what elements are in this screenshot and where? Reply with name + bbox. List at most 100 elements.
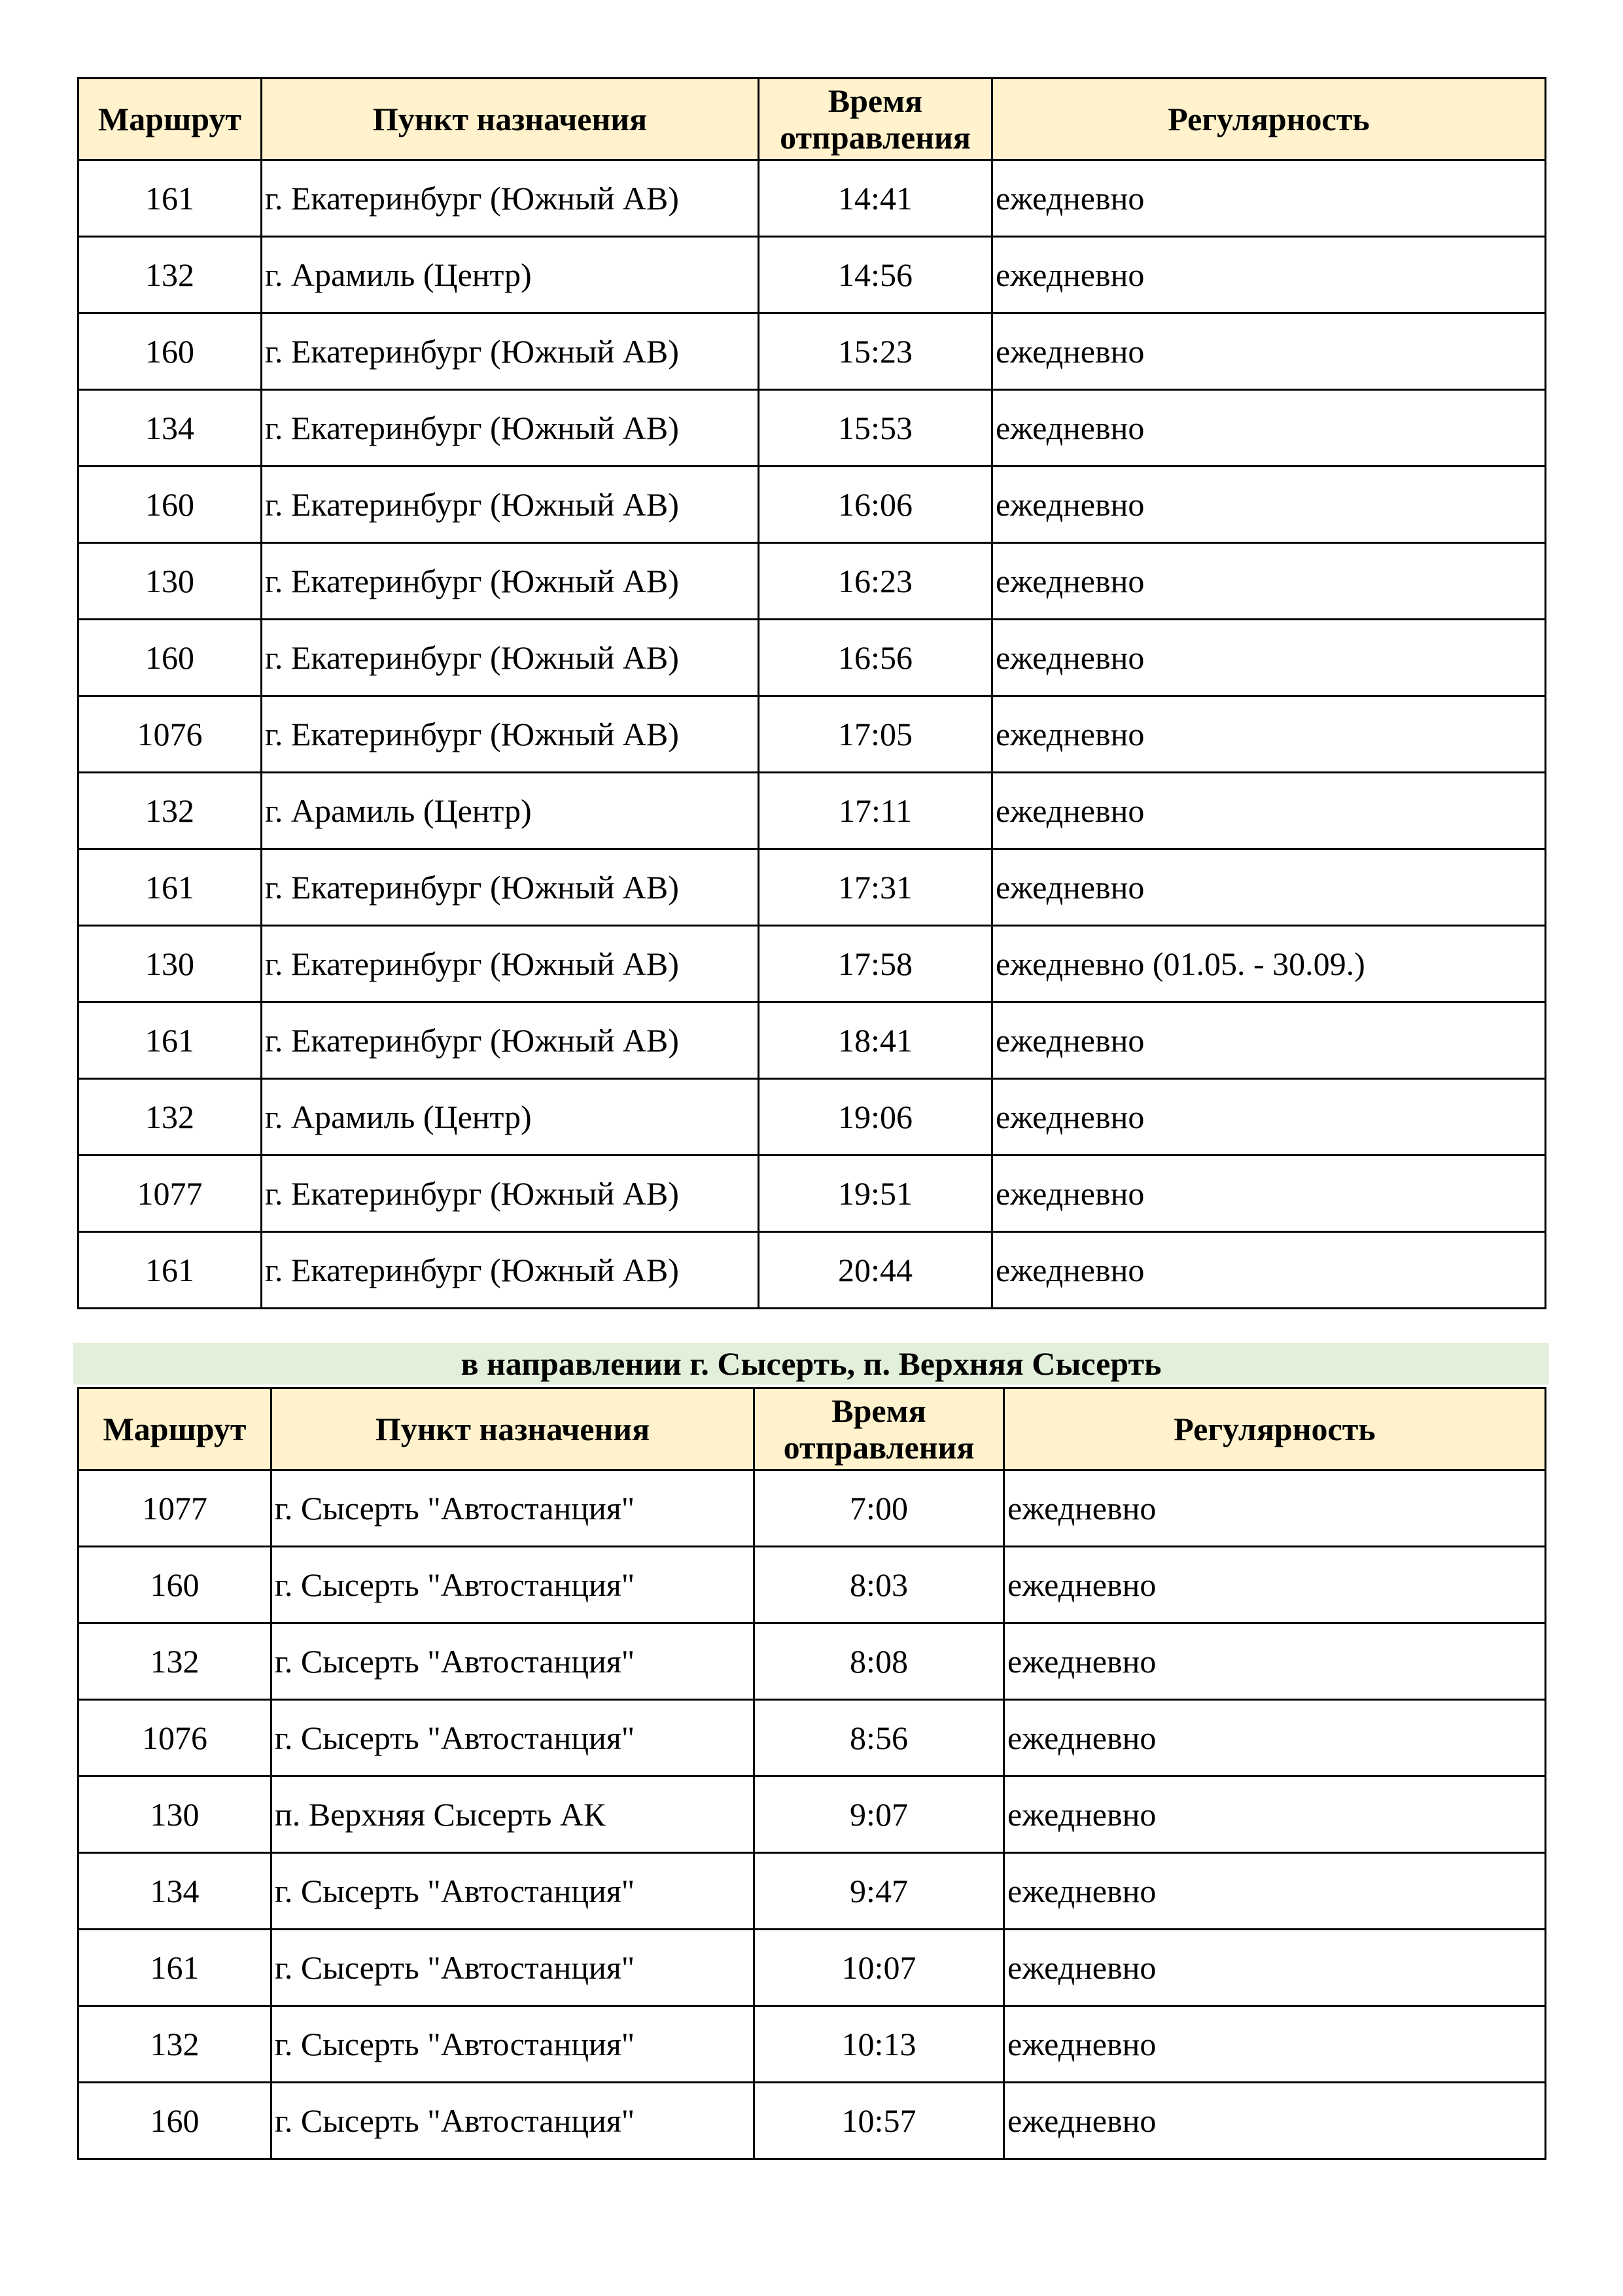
regularity-cell: ежедневно: [1003, 2005, 1546, 2083]
regularity-cell: ежедневно: [991, 465, 1546, 544]
route-cell: 1077: [77, 1154, 262, 1233]
time-cell: 16:23: [758, 542, 993, 620]
route-cell: 1076: [77, 1699, 272, 1777]
regularity-cell: ежедневно: [991, 159, 1546, 238]
route-cell: 132: [77, 2005, 272, 2083]
route-cell: 161: [77, 848, 262, 927]
header-row: Маршрут Пункт назначения Время отправлени…: [77, 77, 1546, 161]
route-cell: 1076: [77, 695, 262, 773]
time-cell: 14:41: [758, 159, 993, 238]
schedule-table-1: Маршрут Пункт назначения Время отправлени…: [77, 77, 1546, 1309]
regularity-cell: ежедневно: [991, 618, 1546, 697]
route-cell: 132: [77, 1622, 272, 1701]
route-cell: 161: [77, 1001, 262, 1080]
table-row: 1077 г. Сысерть "Автостанция" 7:00 ежедневн…: [77, 1469, 1546, 1547]
table-row: 160 г. Екатеринбург (Южный АВ) 15:23 ежедне…: [77, 312, 1546, 391]
destination-cell: г. Арамиль (Центр): [260, 1078, 759, 1156]
regularity-cell: ежедневно: [991, 1001, 1546, 1080]
time-cell: 20:44: [758, 1231, 993, 1309]
route-cell: 134: [77, 389, 262, 467]
regularity-cell: ежедневно: [991, 771, 1546, 850]
route-cell: 160: [77, 618, 262, 697]
route-cell: 160: [77, 2081, 272, 2160]
time-cell: 15:53: [758, 389, 993, 467]
route-cell: 160: [77, 465, 262, 544]
table-row: 1077 г. Екатеринбург (Южный АВ) 19:51 ежедн…: [77, 1154, 1546, 1233]
header-time: Время отправления: [758, 77, 993, 161]
time-cell: 16:56: [758, 618, 993, 697]
route-cell: 134: [77, 1852, 272, 1930]
destination-cell: г. Сысерть "Автостанция": [270, 1622, 755, 1701]
table-row: 134 г. Сысерть "Автостанция" 9:47 ежедневно: [77, 1852, 1546, 1930]
regularity-cell: ежедневно: [991, 848, 1546, 927]
time-cell: 17:31: [758, 848, 993, 927]
time-cell: 19:06: [758, 1078, 993, 1156]
table-row: 161 г. Сысерть "Автостанция" 10:07 ежедневн…: [77, 1928, 1546, 2007]
table-row: 132 г. Сысерть "Автостанция" 10:13 ежедневн…: [77, 2005, 1546, 2083]
destination-cell: г. Сысерть "Автостанция": [270, 2081, 755, 2160]
destination-cell: г. Екатеринбург (Южный АВ): [260, 1001, 759, 1080]
regularity-cell: ежедневно: [1003, 2081, 1546, 2160]
regularity-cell: ежедневно: [991, 1231, 1546, 1309]
table-row: 160 г. Екатеринбург (Южный АВ) 16:56 ежедне…: [77, 618, 1546, 697]
time-cell: 17:05: [758, 695, 993, 773]
regularity-cell: ежедневно: [1003, 1928, 1546, 2007]
table-row: 160 г. Екатеринбург (Южный АВ) 16:06 ежедне…: [77, 465, 1546, 544]
route-cell: 160: [77, 312, 262, 391]
destination-cell: г. Екатеринбург (Южный АВ): [260, 925, 759, 1003]
regularity-cell: ежедневно: [991, 695, 1546, 773]
table-row: 130 г. Екатеринбург (Южный АВ) 16:23 ежедне…: [77, 542, 1546, 620]
header-regularity: Регулярность: [1003, 1387, 1546, 1471]
header-regularity: Регулярность: [991, 77, 1546, 161]
route-cell: 161: [77, 1928, 272, 2007]
regularity-cell: ежедневно: [991, 1078, 1546, 1156]
destination-cell: г. Сысерть "Автостанция": [270, 2005, 755, 2083]
regularity-cell: ежедневно: [1003, 1545, 1546, 1624]
route-cell: 130: [77, 925, 262, 1003]
destination-cell: г. Екатеринбург (Южный АВ): [260, 848, 759, 927]
route-cell: 132: [77, 1078, 262, 1156]
route-cell: 132: [77, 236, 262, 314]
time-cell: 19:51: [758, 1154, 993, 1233]
time-cell: 9:47: [753, 1852, 1005, 1930]
time-cell: 10:07: [753, 1928, 1005, 2007]
table-row: 161 г. Екатеринбург (Южный АВ) 20:44 ежедне…: [77, 1231, 1546, 1309]
regularity-cell: ежедневно: [1003, 1469, 1546, 1547]
destination-cell: г. Сысерть "Автостанция": [270, 1852, 755, 1930]
header-time: Время отправления: [753, 1387, 1005, 1471]
schedule-table-2: Маршрут Пункт назначения Время отправлени…: [77, 1387, 1546, 2160]
header-route: Маршрут: [77, 1387, 272, 1471]
table-row: 132 г. Арамиль (Центр) 17:11 ежедневно: [77, 771, 1546, 850]
time-cell: 8:03: [753, 1545, 1005, 1624]
header-time-line1: Время: [831, 1392, 926, 1429]
header-row: Маршрут Пункт назначения Время отправлени…: [77, 1387, 1546, 1471]
destination-cell: г. Арамиль (Центр): [260, 771, 759, 850]
destination-cell: г. Сысерть "Автостанция": [270, 1545, 755, 1624]
time-cell: 9:07: [753, 1775, 1005, 1854]
destination-cell: г. Екатеринбург (Южный АВ): [260, 695, 759, 773]
table-row: 1076 г. Сысерть "Автостанция" 8:56 ежедневн…: [77, 1699, 1546, 1777]
route-cell: 1077: [77, 1469, 272, 1547]
regularity-cell: ежедневно: [1003, 1852, 1546, 1930]
destination-cell: г. Екатеринбург (Южный АВ): [260, 542, 759, 620]
table-row: 160 г. Сысерть "Автостанция" 10:57 ежедневн…: [77, 2081, 1546, 2160]
regularity-cell: ежедневно: [991, 312, 1546, 391]
table-row: 132 г. Сысерть "Автостанция" 8:08 ежедневно: [77, 1622, 1546, 1701]
table-row: 130 г. Екатеринбург (Южный АВ) 17:58 ежедне…: [77, 925, 1546, 1003]
destination-cell: п. Верхняя Сысерть АК: [270, 1775, 755, 1854]
table-row: 161 г. Екатеринбург (Южный АВ) 17:31 ежедне…: [77, 848, 1546, 927]
header-time-line2: отправления: [783, 1429, 975, 1466]
route-cell: 132: [77, 771, 262, 850]
table-row: 161 г. Екатеринбург (Южный АВ) 18:41 ежедне…: [77, 1001, 1546, 1080]
destination-cell: г. Сысерть "Автостанция": [270, 1928, 755, 2007]
route-cell: 161: [77, 159, 262, 238]
time-cell: 7:00: [753, 1469, 1005, 1547]
regularity-cell: ежедневно: [1003, 1775, 1546, 1854]
route-cell: 160: [77, 1545, 272, 1624]
regularity-cell: ежедневно: [991, 542, 1546, 620]
table-row: 130 п. Верхняя Сысерть АК 9:07 ежедневно: [77, 1775, 1546, 1854]
destination-cell: г. Екатеринбург (Южный АВ): [260, 312, 759, 391]
time-cell: 16:06: [758, 465, 993, 544]
regularity-cell: ежедневно: [1003, 1699, 1546, 1777]
route-cell: 161: [77, 1231, 262, 1309]
